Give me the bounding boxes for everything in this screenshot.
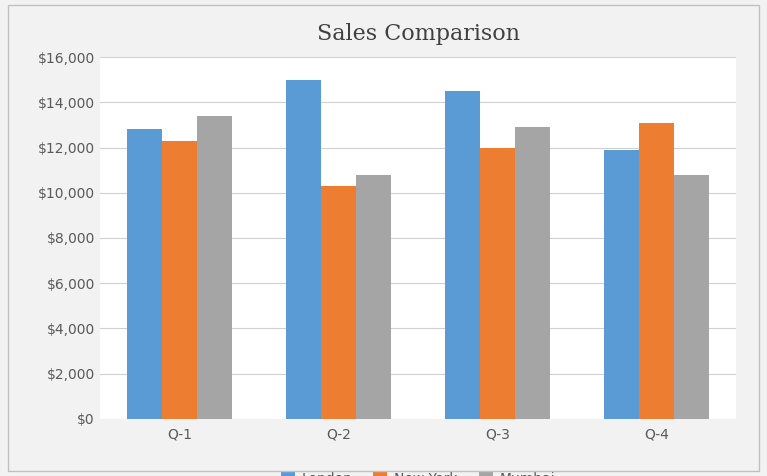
Bar [445, 91, 480, 419]
Bar [674, 175, 709, 419]
Bar [127, 129, 162, 419]
Bar [286, 79, 321, 419]
Bar [515, 127, 550, 419]
Bar [197, 116, 232, 419]
Legend: London, New York, Mumbai: London, New York, Mumbai [275, 466, 561, 476]
Bar [321, 186, 356, 419]
Bar [604, 150, 639, 419]
Title: Sales Comparison: Sales Comparison [317, 23, 519, 45]
Bar [639, 123, 674, 419]
Bar [480, 148, 515, 419]
Bar [162, 141, 197, 419]
Bar [356, 175, 391, 419]
